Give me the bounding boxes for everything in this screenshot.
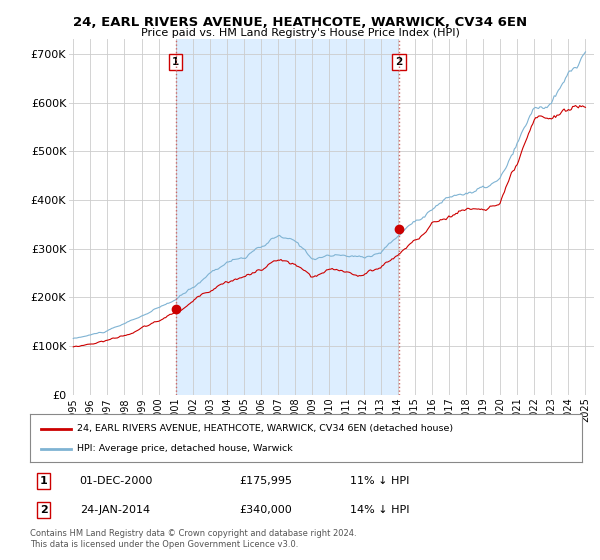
Text: 11% ↓ HPI: 11% ↓ HPI (350, 476, 410, 486)
Bar (176, 39, 399, 395)
Text: 24, EARL RIVERS AVENUE, HEATHCOTE, WARWICK, CV34 6EN (detached house): 24, EARL RIVERS AVENUE, HEATHCOTE, WARWI… (77, 424, 453, 433)
Text: 24-JAN-2014: 24-JAN-2014 (80, 505, 150, 515)
Text: 1: 1 (172, 57, 179, 67)
Text: Price paid vs. HM Land Registry's House Price Index (HPI): Price paid vs. HM Land Registry's House … (140, 28, 460, 38)
Text: 2: 2 (40, 505, 47, 515)
Text: £175,995: £175,995 (240, 476, 293, 486)
Text: £340,000: £340,000 (240, 505, 293, 515)
Text: 01-DEC-2000: 01-DEC-2000 (80, 476, 153, 486)
Text: 24, EARL RIVERS AVENUE, HEATHCOTE, WARWICK, CV34 6EN: 24, EARL RIVERS AVENUE, HEATHCOTE, WARWI… (73, 16, 527, 29)
Text: HPI: Average price, detached house, Warwick: HPI: Average price, detached house, Warw… (77, 444, 293, 453)
Text: 1: 1 (40, 476, 47, 486)
Text: Contains HM Land Registry data © Crown copyright and database right 2024.
This d: Contains HM Land Registry data © Crown c… (30, 529, 356, 549)
Text: 14% ↓ HPI: 14% ↓ HPI (350, 505, 410, 515)
Text: 2: 2 (395, 57, 403, 67)
